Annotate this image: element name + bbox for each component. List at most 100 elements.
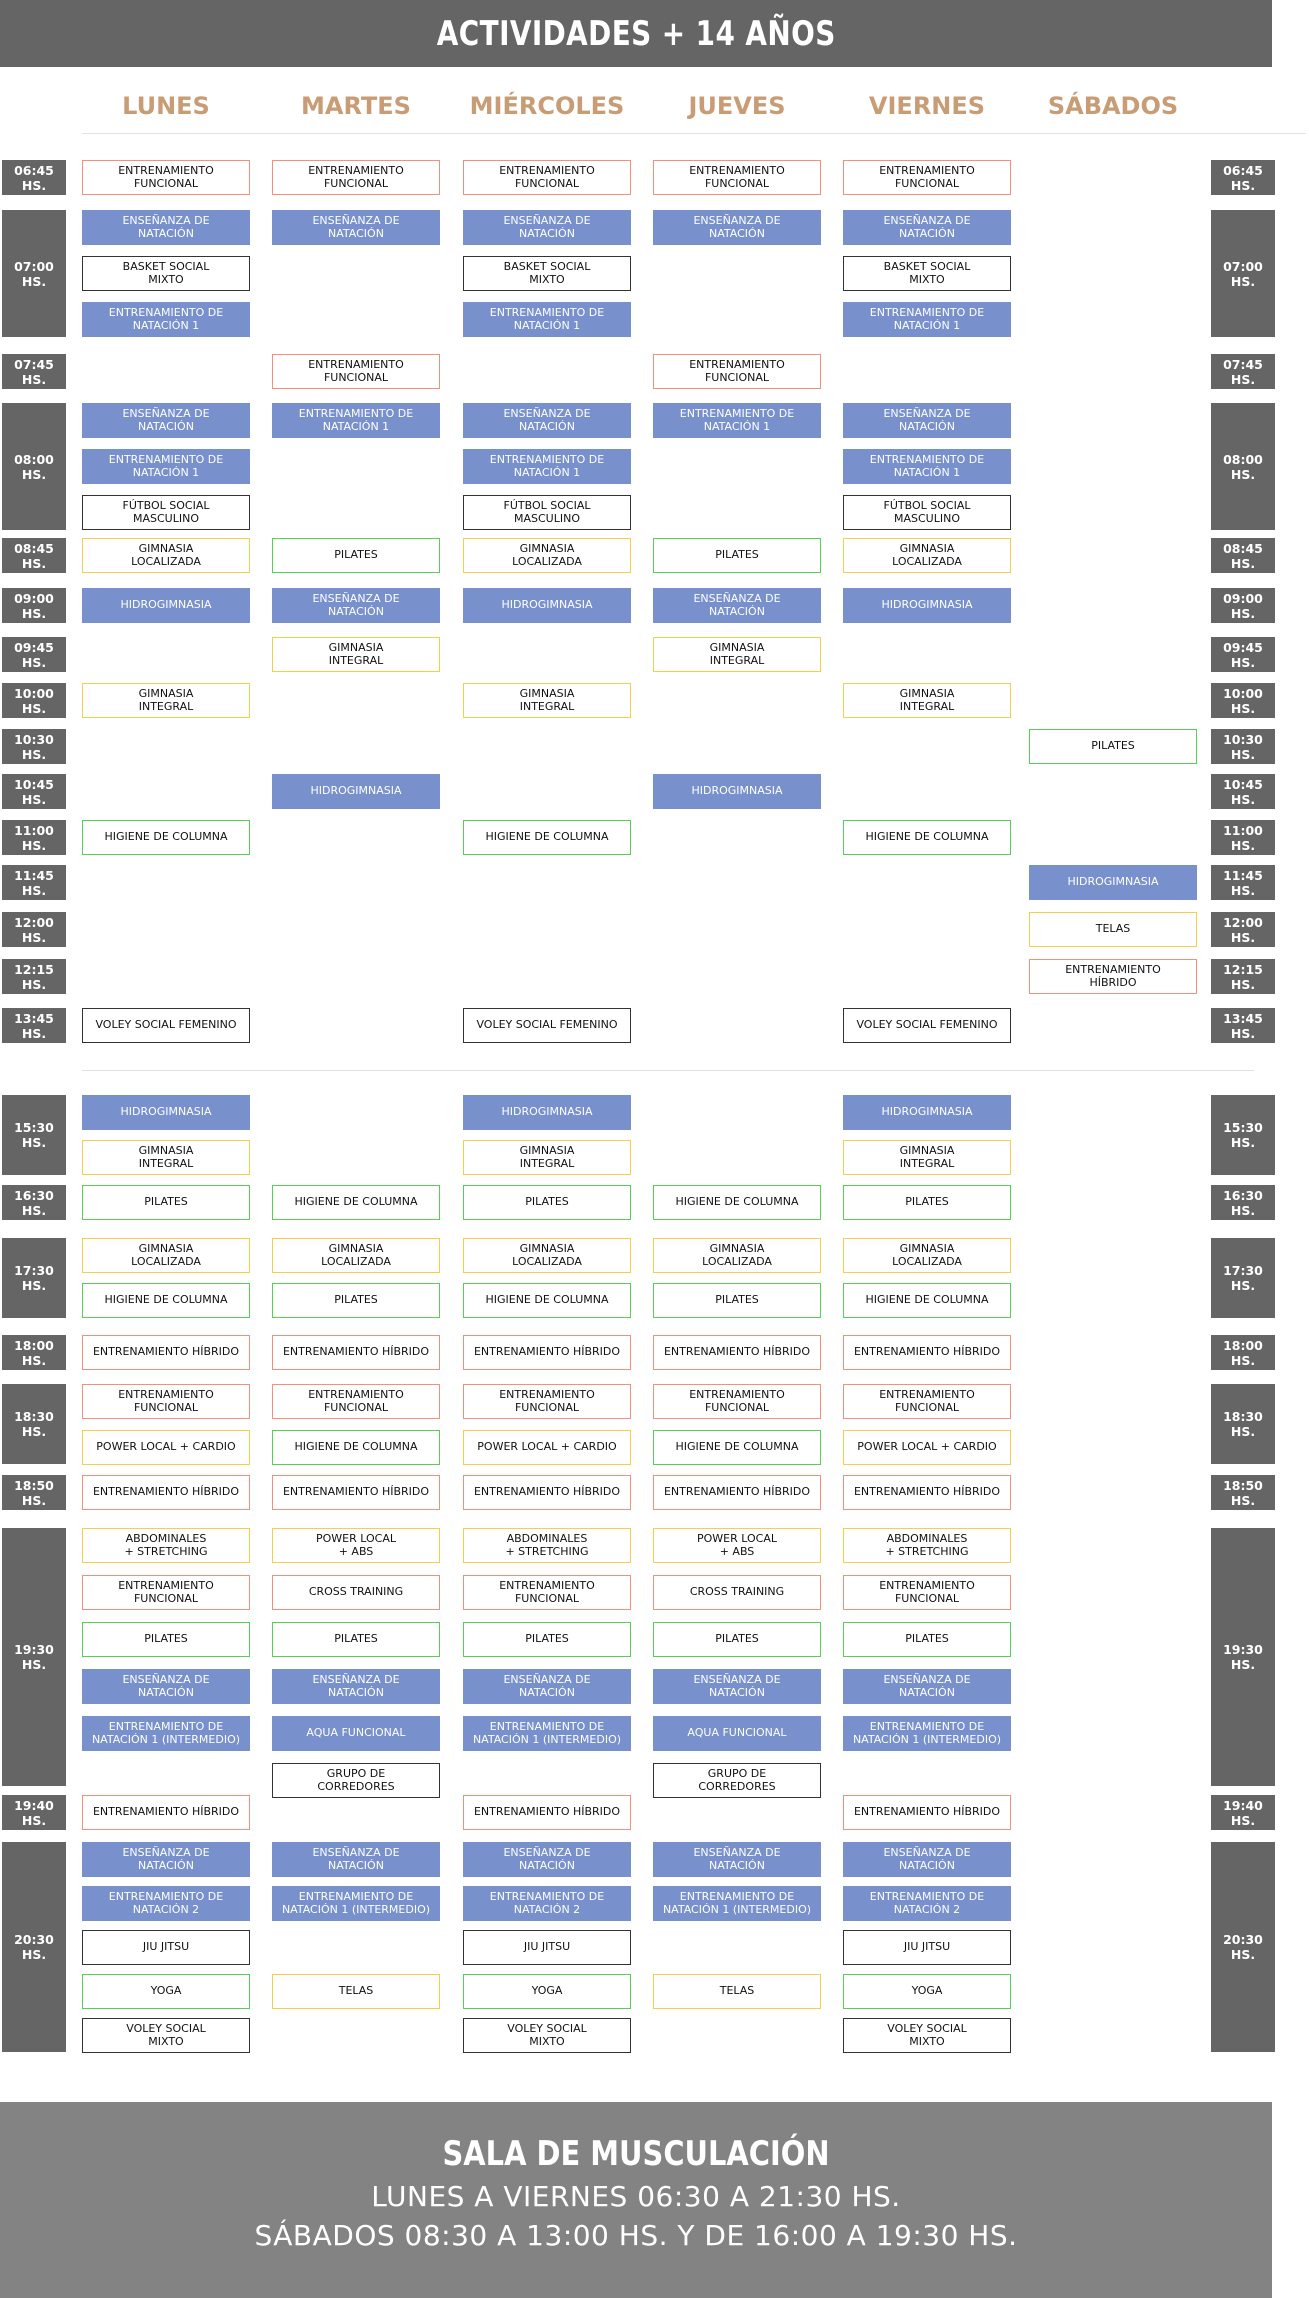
time-label-left: 19:30 HS. xyxy=(2,1528,66,1786)
time-label-right: 11:45 HS. xyxy=(1211,865,1275,900)
activity-higiene-de-columna: HIGIENE DE COLUMNA xyxy=(653,1430,821,1465)
activity-telas: TELAS xyxy=(1029,912,1197,947)
activity-ensenanza-de-natacion: ENSEÑANZA DE NATACIÓN xyxy=(653,588,821,623)
activity-gimnasia-localizada: GIMNASIA LOCALIZADA xyxy=(843,1238,1011,1273)
activity-entrenamiento-de-natacion-1-intermedio: ENTRENAMIENTO DE NATACIÓN 1 (INTERMEDIO) xyxy=(843,1716,1011,1751)
activity-entrenamiento-funcional: ENTRENAMIENTO FUNCIONAL xyxy=(272,1384,440,1419)
time-label-left: 08:00 HS. xyxy=(2,403,66,530)
day-header-martes: MARTES xyxy=(301,92,411,120)
time-label-left: 16:30 HS. xyxy=(2,1185,66,1220)
time-label-right: 10:45 HS. xyxy=(1211,774,1275,809)
activity-yoga: YOGA xyxy=(463,1974,631,2009)
activity-telas: TELAS xyxy=(653,1974,821,2009)
time-label-right: 15:30 HS. xyxy=(1211,1095,1275,1175)
activity-ensenanza-de-natacion: ENSEÑANZA DE NATACIÓN xyxy=(272,588,440,623)
activity-jiu-jitsu: JIU JITSU xyxy=(82,1930,250,1965)
time-label-right: 16:30 HS. xyxy=(1211,1185,1275,1220)
activity-voley-social-femenino: VOLEY SOCIAL FEMENINO xyxy=(843,1008,1011,1043)
activity-basket-social-mixto: BASKET SOCIAL MIXTO xyxy=(82,256,250,291)
activity-hidrogimnasia: HIDROGIMNASIA xyxy=(272,774,440,809)
activity-entrenamiento-hibrido: ENTRENAMIENTO HÍBRIDO xyxy=(463,1335,631,1370)
activity-pilates: PILATES xyxy=(653,1622,821,1657)
activity-gimnasia-localizada: GIMNASIA LOCALIZADA xyxy=(843,538,1011,573)
activity-pilates: PILATES xyxy=(463,1622,631,1657)
activity-ensenanza-de-natacion: ENSEÑANZA DE NATACIÓN xyxy=(653,1669,821,1704)
activity-entrenamiento-de-natacion-2: ENTRENAMIENTO DE NATACIÓN 2 xyxy=(843,1886,1011,1921)
activity-gimnasia-integral: GIMNASIA INTEGRAL xyxy=(843,1140,1011,1175)
activity-ensenanza-de-natacion: ENSEÑANZA DE NATACIÓN xyxy=(272,1842,440,1877)
activity-ensenanza-de-natacion: ENSEÑANZA DE NATACIÓN xyxy=(843,1669,1011,1704)
activity-entrenamiento-funcional: ENTRENAMIENTO FUNCIONAL xyxy=(82,1575,250,1610)
activity-ensenanza-de-natacion: ENSEÑANZA DE NATACIÓN xyxy=(463,403,631,438)
activity-abdominales-stretching: ABDOMINALES + STRETCHING xyxy=(843,1528,1011,1563)
activity-pilates: PILATES xyxy=(1029,729,1197,764)
page-header: ACTIVIDADES + 14 AÑOS xyxy=(0,0,1272,67)
activity-gimnasia-localizada: GIMNASIA LOCALIZADA xyxy=(82,538,250,573)
activity-futbol-social-masculino: FÚTBOL SOCIAL MASCULINO xyxy=(463,495,631,530)
activity-ensenanza-de-natacion: ENSEÑANZA DE NATACIÓN xyxy=(843,403,1011,438)
time-label-right: 10:00 HS. xyxy=(1211,683,1275,718)
activity-ensenanza-de-natacion: ENSEÑANZA DE NATACIÓN xyxy=(463,210,631,245)
activity-entrenamiento-hibrido: ENTRENAMIENTO HÍBRIDO xyxy=(463,1475,631,1510)
activity-ensenanza-de-natacion: ENSEÑANZA DE NATACIÓN xyxy=(82,1842,250,1877)
activity-entrenamiento-de-natacion-1-intermedio: ENTRENAMIENTO DE NATACIÓN 1 (INTERMEDIO) xyxy=(463,1716,631,1751)
activity-entrenamiento-funcional: ENTRENAMIENTO FUNCIONAL xyxy=(653,354,821,389)
time-label-right: 19:30 HS. xyxy=(1211,1528,1275,1786)
activity-entrenamiento-hibrido: ENTRENAMIENTO HÍBRIDO xyxy=(843,1795,1011,1830)
activity-power-local-abs: POWER LOCAL + ABS xyxy=(653,1528,821,1563)
activity-power-local-cardio: POWER LOCAL + CARDIO xyxy=(82,1430,250,1465)
time-label-left: 20:30 HS. xyxy=(2,1842,66,2052)
activity-power-local-abs: POWER LOCAL + ABS xyxy=(272,1528,440,1563)
time-label-right: 11:00 HS. xyxy=(1211,820,1275,855)
time-label-right: 06:45 HS. xyxy=(1211,160,1275,195)
activity-higiene-de-columna: HIGIENE DE COLUMNA xyxy=(463,1283,631,1318)
time-label-left: 17:30 HS. xyxy=(2,1238,66,1318)
activity-pilates: PILATES xyxy=(272,1622,440,1657)
activity-ensenanza-de-natacion: ENSEÑANZA DE NATACIÓN xyxy=(653,1842,821,1877)
activity-entrenamiento-hibrido: ENTRENAMIENTO HÍBRIDO xyxy=(82,1475,250,1510)
activity-ensenanza-de-natacion: ENSEÑANZA DE NATACIÓN xyxy=(82,1669,250,1704)
activity-ensenanza-de-natacion: ENSEÑANZA DE NATACIÓN xyxy=(653,210,821,245)
activity-pilates: PILATES xyxy=(82,1185,250,1220)
time-label-right: 20:30 HS. xyxy=(1211,1842,1275,2052)
time-label-right: 10:30 HS. xyxy=(1211,729,1275,764)
activity-hidrogimnasia: HIDROGIMNASIA xyxy=(843,1095,1011,1130)
activity-ensenanza-de-natacion: ENSEÑANZA DE NATACIÓN xyxy=(463,1669,631,1704)
activity-ensenanza-de-natacion: ENSEÑANZA DE NATACIÓN xyxy=(843,1842,1011,1877)
activity-power-local-cardio: POWER LOCAL + CARDIO xyxy=(463,1430,631,1465)
activity-hidrogimnasia: HIDROGIMNASIA xyxy=(1029,865,1197,900)
activity-entrenamiento-funcional: ENTRENAMIENTO FUNCIONAL xyxy=(82,160,250,195)
activity-power-local-cardio: POWER LOCAL + CARDIO xyxy=(843,1430,1011,1465)
activity-gimnasia-integral: GIMNASIA INTEGRAL xyxy=(272,637,440,672)
activity-entrenamiento-funcional: ENTRENAMIENTO FUNCIONAL xyxy=(463,1575,631,1610)
activity-entrenamiento-hibrido: ENTRENAMIENTO HÍBRIDO xyxy=(82,1795,250,1830)
activity-aqua-funcional: AQUA FUNCIONAL xyxy=(272,1716,440,1751)
activity-pilates: PILATES xyxy=(843,1185,1011,1220)
time-label-right: 08:45 HS. xyxy=(1211,538,1275,573)
activity-ensenanza-de-natacion: ENSEÑANZA DE NATACIÓN xyxy=(272,210,440,245)
time-label-right: 18:00 HS. xyxy=(1211,1335,1275,1370)
activity-grupo-de-corredores: GRUPO DE CORREDORES xyxy=(653,1763,821,1798)
activity-hidrogimnasia: HIDROGIMNASIA xyxy=(82,588,250,623)
activity-entrenamiento-hibrido: ENTRENAMIENTO HÍBRIDO xyxy=(82,1335,250,1370)
time-label-left: 07:00 HS. xyxy=(2,210,66,337)
day-header-viernes: VIERNES xyxy=(868,92,986,120)
activity-entrenamiento-hibrido: ENTRENAMIENTO HÍBRIDO xyxy=(272,1475,440,1510)
activity-pilates: PILATES xyxy=(82,1622,250,1657)
time-label-right: 08:00 HS. xyxy=(1211,403,1275,530)
activity-entrenamiento-de-natacion-1: ENTRENAMIENTO DE NATACIÓN 1 xyxy=(653,403,821,438)
activity-ensenanza-de-natacion: ENSEÑANZA DE NATACIÓN xyxy=(82,210,250,245)
activity-entrenamiento-de-natacion-1-intermedio: ENTRENAMIENTO DE NATACIÓN 1 (INTERMEDIO) xyxy=(82,1716,250,1751)
time-label-left: 10:45 HS. xyxy=(2,774,66,809)
day-header-miercoles: MIÉRCOLES xyxy=(469,92,625,120)
activity-higiene-de-columna: HIGIENE DE COLUMNA xyxy=(82,820,250,855)
activity-gimnasia-integral: GIMNASIA INTEGRAL xyxy=(653,637,821,672)
time-label-right: 18:30 HS. xyxy=(1211,1384,1275,1464)
time-label-left: 10:00 HS. xyxy=(2,683,66,718)
activity-cross-training: CROSS TRAINING xyxy=(653,1575,821,1610)
time-label-right: 17:30 HS. xyxy=(1211,1238,1275,1318)
activity-voley-social-mixto: VOLEY SOCIAL MIXTO xyxy=(82,2018,250,2053)
activity-entrenamiento-de-natacion-1-intermedio: ENTRENAMIENTO DE NATACIÓN 1 (INTERMEDIO) xyxy=(272,1886,440,1921)
activity-pilates: PILATES xyxy=(272,1283,440,1318)
activity-cross-training: CROSS TRAINING xyxy=(272,1575,440,1610)
